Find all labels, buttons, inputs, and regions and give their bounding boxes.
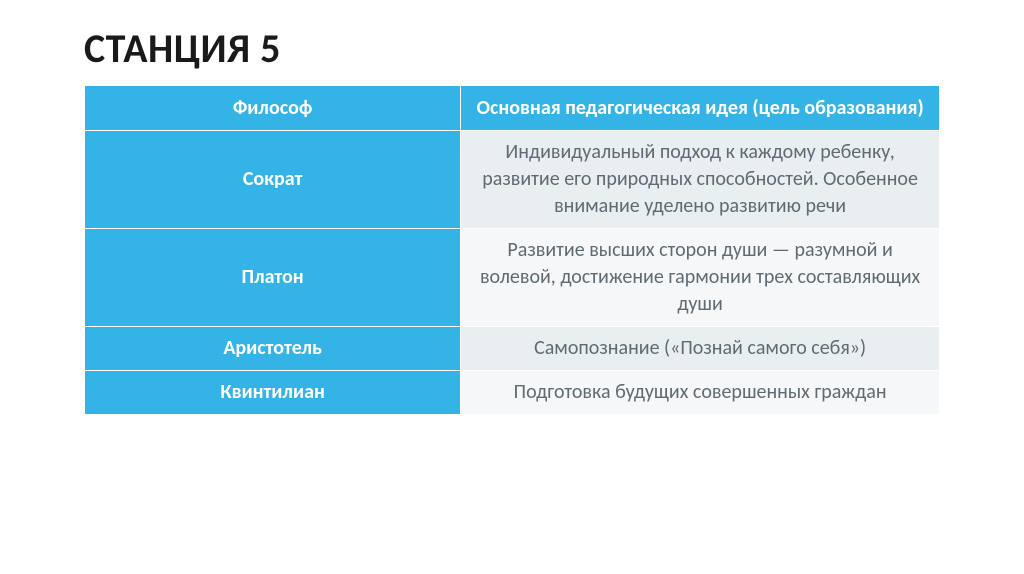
- philosophers-table: Философ Основная педагогическая идея (це…: [84, 85, 940, 415]
- philosopher-idea: Индивидуальный подход к каждому ребенку,…: [461, 131, 940, 229]
- table-row: Аристотель Самопознание («Познай самого …: [85, 327, 940, 371]
- table-row: Платон Развитие высших сторон души — раз…: [85, 229, 940, 327]
- slide: СТАНЦИЯ 5 Философ Основная педагогическа…: [0, 0, 1024, 574]
- table-row: Сократ Индивидуальный подход к каждому р…: [85, 131, 940, 229]
- philosopher-idea: Развитие высших сторон души — разумной и…: [461, 229, 940, 327]
- table-header-row: Философ Основная педагогическая идея (це…: [85, 86, 940, 131]
- philosopher-name: Квинтилиан: [85, 371, 461, 415]
- col-header-philosopher: Философ: [85, 86, 461, 131]
- philosopher-idea: Самопознание («Познай самого себя»): [461, 327, 940, 371]
- philosopher-name: Сократ: [85, 131, 461, 229]
- philosopher-name: Платон: [85, 229, 461, 327]
- page-title: СТАНЦИЯ 5: [84, 24, 940, 73]
- col-header-idea: Основная педагогическая идея (цель образ…: [461, 86, 940, 131]
- philosopher-idea: Подготовка будущих совершенных граждан: [461, 371, 940, 415]
- table-row: Квинтилиан Подготовка будущих совершенны…: [85, 371, 940, 415]
- philosopher-name: Аристотель: [85, 327, 461, 371]
